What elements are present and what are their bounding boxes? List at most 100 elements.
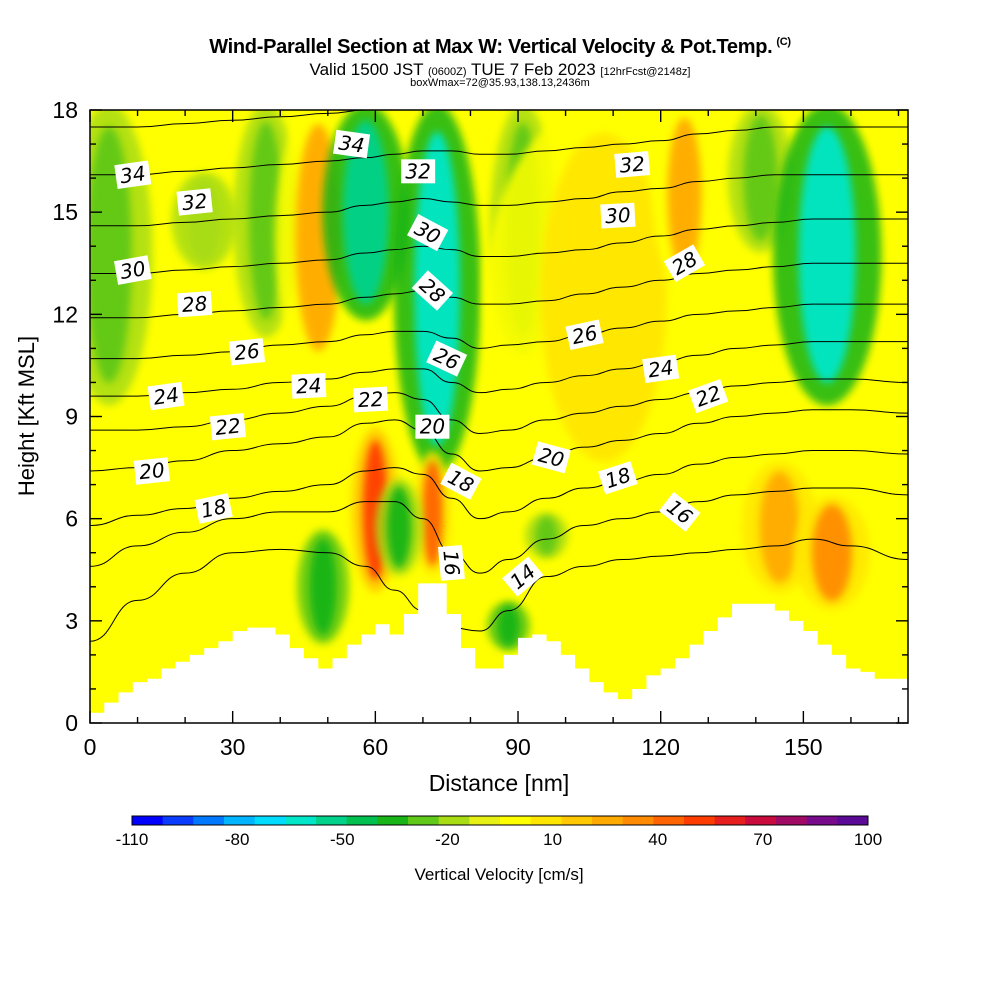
contour-label-text: 22	[214, 413, 242, 440]
colorbar-swatch	[438, 816, 470, 825]
contour-label-bg	[209, 413, 247, 441]
colorbar-swatch	[316, 816, 348, 825]
y-tick-label: 3	[65, 608, 78, 634]
contour-label: 34	[114, 160, 152, 189]
colorbar-tick-label: 70	[753, 830, 772, 849]
velocity-cell	[540, 132, 667, 462]
colorbar-swatch	[224, 816, 256, 825]
y-tick-label: 15	[52, 199, 78, 225]
contour-label-text: 18	[199, 494, 229, 523]
contour-label-bg	[658, 491, 701, 532]
utc-time: (0600Z)	[427, 66, 467, 78]
contour-label: 30	[600, 202, 636, 229]
colorbar-swatch	[469, 816, 501, 825]
velocity-cell	[386, 485, 412, 569]
theta-contour-line	[90, 409, 908, 472]
colorbar-swatch	[408, 816, 440, 825]
colorbar-swatch	[684, 816, 716, 825]
contour-label: 20	[415, 414, 450, 439]
contour-label-bg	[333, 129, 371, 159]
colorbar-swatch	[837, 816, 869, 825]
colorbar-swatch	[745, 816, 777, 825]
y-axis-label: Height [Kft MSL]	[14, 336, 39, 496]
colorbar-swatch	[622, 816, 654, 825]
x-tick-label: 0	[84, 734, 97, 760]
contour-label-bg	[438, 544, 465, 581]
y-tick-label: 9	[65, 404, 78, 430]
y-tick-label: 6	[65, 506, 78, 532]
contour-label-text: 30	[118, 256, 147, 284]
y-tick-label: 12	[52, 301, 78, 327]
theta-contour-line	[90, 126, 908, 176]
x-tick-label: 30	[220, 734, 246, 760]
contour-label-bg	[614, 151, 651, 178]
colorbar-swatch	[561, 816, 593, 825]
contour-label-bg	[176, 290, 213, 318]
x-tick-label: 150	[784, 734, 822, 760]
contour-label: 20	[133, 457, 170, 485]
y-tick-label: 18	[52, 97, 78, 123]
contour-label-text: 34	[119, 161, 148, 188]
colorbar-swatch	[653, 816, 685, 825]
velocity-field	[90, 110, 882, 651]
colorbar-tick-label: -110	[116, 830, 149, 849]
contour-label-bg	[600, 202, 636, 229]
contour-label-bg	[352, 386, 389, 413]
x-axis: 0 30 60 90 120 150	[84, 110, 900, 760]
contour-label-bg	[113, 255, 152, 285]
contour-label: 28	[176, 290, 213, 318]
contour-label-text: 32	[618, 151, 645, 177]
colorbar-tick-label: -80	[225, 830, 250, 849]
theta-contour-line	[90, 218, 908, 274]
contour-label-bg	[228, 338, 266, 366]
colorbar-swatch	[285, 816, 317, 825]
chart-title: Wind-Parallel Section at Max W: Vertical…	[209, 36, 791, 58]
contour-label-text: 24	[646, 355, 675, 382]
velocity-cell	[811, 504, 852, 602]
colorbar-swatch	[530, 816, 562, 825]
contour-label: 32	[401, 159, 436, 184]
theta-contour-line	[90, 262, 908, 319]
contour-label-bg	[415, 414, 450, 439]
contour-label: 18	[194, 493, 233, 524]
contour-label-text: 32	[405, 159, 430, 183]
colorbar-swatch	[714, 816, 746, 825]
colorbar-tick-label: 10	[543, 830, 562, 849]
theta-contour-line	[90, 450, 908, 526]
theta-contour-line	[90, 110, 375, 128]
colorbar-label: Vertical Velocity [cm/s]	[414, 865, 583, 884]
contour-label-bg	[407, 214, 449, 252]
contour-label-bg	[133, 457, 170, 485]
colorbar-tick-label: -50	[330, 830, 355, 849]
colorbar-tick-label: 40	[648, 830, 667, 849]
y-tick-label: 0	[65, 710, 78, 736]
terrain-mask	[90, 583, 908, 723]
contour-label-bg	[147, 381, 185, 411]
contour-label: 32	[614, 151, 651, 178]
velocity-cell	[759, 471, 800, 583]
contour-label-bg	[291, 372, 327, 399]
contour-label-text: 24	[295, 373, 322, 398]
colorbar-tick-label: 100	[854, 830, 882, 849]
contour-label: 34	[333, 129, 371, 159]
contour-label: 26	[228, 338, 266, 366]
colorbar-swatch	[776, 816, 808, 825]
contour-label: 16	[438, 544, 465, 581]
velocity-cell	[743, 115, 778, 242]
x-tick-label: 60	[363, 734, 389, 760]
velocity-cell	[497, 604, 520, 647]
theta-contour-line	[90, 341, 908, 397]
contour-label-bg	[401, 159, 436, 184]
velocity-cell	[343, 120, 389, 305]
colorbar-swatch	[254, 816, 286, 825]
copyright-mark: (C)	[776, 36, 791, 48]
contour-label-text: 30	[605, 203, 632, 228]
colorbar-frame	[131, 815, 869, 826]
contour-label-bg	[565, 319, 604, 351]
colorbar-swatch	[806, 816, 838, 825]
contour-label-bg	[194, 493, 233, 524]
chart-subtitle: Valid 1500 JST (0600Z) TUE 7 Feb 2023 [1…	[309, 60, 691, 79]
colorbar-swatch	[346, 816, 378, 825]
theta-contour-line	[90, 487, 908, 574]
contour-label-text: 34	[337, 130, 366, 157]
